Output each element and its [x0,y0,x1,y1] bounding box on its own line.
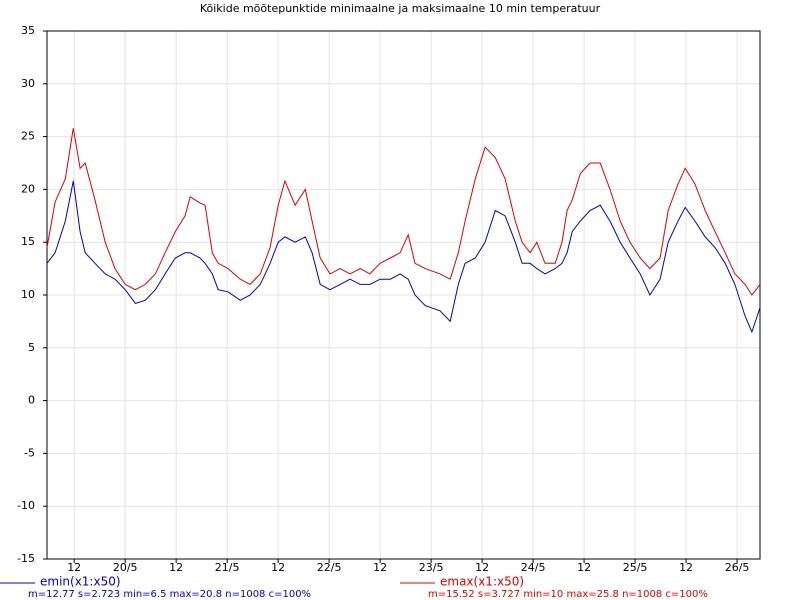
x-tick-label: 12 [577,561,591,574]
series-stats: m=15.52 s=3.727 min=10 max=25.8 n=1008 c… [428,589,708,600]
y-tick-label: 20 [21,182,35,195]
data-line [46,180,761,334]
x-tick-label: 22/5 [317,561,342,574]
y-tick-label: 15 [21,235,35,248]
x-tick-label: 23/5 [419,561,444,574]
y-tick-label: 10 [21,288,35,301]
x-tick-label: 12 [169,561,183,574]
y-tick-label: 30 [21,77,35,90]
plot-frame [46,30,761,560]
y-tick-label: 25 [21,130,35,143]
x-tick-label: 20/5 [113,561,138,574]
series-stats: m=12.77 s=2.723 min=6.5 max=20.8 n=1008 … [28,589,311,600]
y-tick-label: -5 [24,446,35,459]
data-line [46,128,761,296]
y-tick-label: -15 [17,552,35,565]
x-tick-label: 26/5 [725,561,750,574]
x-tick-label: 12 [679,561,693,574]
x-tick-label: 12 [373,561,387,574]
y-tick-label: 0 [28,394,35,407]
x-tick-label: 25/5 [623,561,648,574]
y-tick-label: 5 [28,341,35,354]
x-tick-label: 21/5 [215,561,240,574]
legend-label: emax(x1:x50) [440,575,524,589]
x-tick-label: 24/5 [521,561,546,574]
x-tick-label: 12 [67,561,81,574]
chart-title: Kõikide mõõtepunktide minimaalne ja maks… [200,2,601,15]
x-tick-label: 12 [475,561,489,574]
y-tick-label: 35 [21,24,35,37]
x-tick-label: 12 [271,561,285,574]
legend-label: emin(x1:x50) [40,575,121,589]
y-tick-label: -10 [17,499,35,512]
